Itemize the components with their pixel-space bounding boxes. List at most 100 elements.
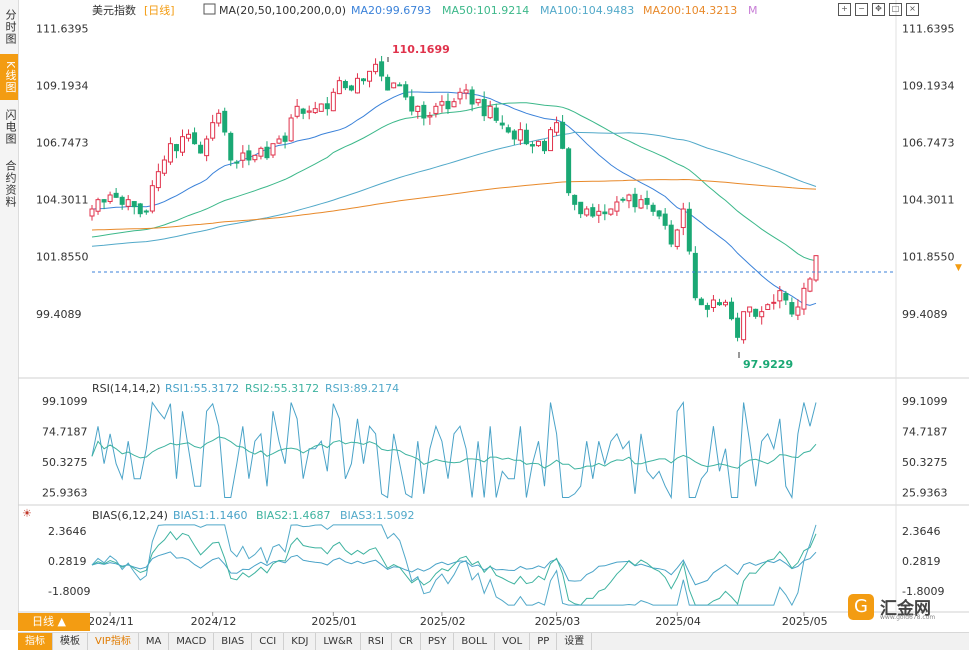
tab-settings[interactable]: 设置 [557, 633, 593, 650]
candle-body [204, 138, 210, 157]
bias1-value: BIAS1:1.1460 [173, 509, 248, 522]
candle-body [560, 121, 566, 149]
tab-psy[interactable]: PSY [421, 633, 455, 650]
candle-body [95, 199, 101, 212]
tab-templates[interactable]: 模板 [53, 633, 88, 650]
candle-body [149, 185, 155, 212]
candle-body [807, 278, 813, 292]
candle-body [729, 301, 735, 320]
candle-body [475, 98, 481, 104]
zoom-out-icon[interactable]: − [855, 3, 868, 16]
price-tick-right: 101.8550 [902, 251, 955, 264]
candle-body [548, 129, 554, 152]
candle-body [644, 197, 650, 205]
candle-body [167, 143, 173, 163]
tab-vip-indicators[interactable]: VIP指标 [88, 633, 139, 650]
bias2-value: BIAS2:1.4687 [256, 509, 331, 522]
candle-body [143, 210, 149, 213]
candle-body [747, 306, 753, 313]
rsi-tick-left: 25.9363 [42, 487, 88, 500]
candle-body [542, 140, 547, 152]
candle-body [692, 252, 698, 299]
candle-body [421, 104, 427, 119]
tab-boll[interactable]: BOLL [454, 633, 496, 650]
candle-body [523, 129, 529, 145]
candle-body [234, 161, 240, 164]
tab-cci[interactable]: CCI [252, 633, 285, 650]
price-tick-right: 104.3011 [902, 194, 955, 207]
kline-chart[interactable]: 美元指数 [日线] MA(20,50,100,200,0,0) MA20:99.… [0, 0, 969, 632]
high-annotation: 110.1699 [392, 43, 450, 56]
low-annotation: 97.9229 [743, 358, 793, 371]
rsi2-value: RSI2:55.3172 [245, 382, 319, 395]
candle-body [180, 136, 185, 153]
tab-ma[interactable]: MA [139, 633, 170, 650]
candle-body [137, 203, 143, 215]
price-tick-left: 109.1934 [36, 79, 89, 92]
candle-body [216, 112, 222, 124]
tab-cr[interactable]: CR [392, 633, 421, 650]
time-label: 2025/03 [535, 615, 581, 628]
period-button[interactable]: 日线 ▲ [18, 613, 90, 631]
bias-tick-left: 2.3646 [48, 525, 87, 538]
candle-body [614, 201, 620, 212]
candle-body [173, 144, 179, 152]
price-tick-right: 106.7473 [902, 137, 955, 150]
price-tick-left: 104.3011 [36, 194, 89, 207]
candle-body [318, 103, 324, 112]
fullscreen-icon[interactable]: □ [889, 3, 902, 16]
candle-body [801, 287, 807, 310]
tab-macd[interactable]: MACD [169, 633, 215, 650]
tab-vol[interactable]: VOL [495, 633, 531, 650]
candle-body [186, 133, 192, 139]
candle-body [620, 198, 626, 201]
bias-settings-icon[interactable]: ☀ [22, 507, 32, 520]
candle-body [294, 105, 300, 117]
tab-rsi[interactable]: RSI [361, 633, 392, 650]
ma-settings-icon[interactable] [203, 3, 216, 15]
close-icon[interactable]: × [906, 3, 919, 16]
tab-contract-info[interactable]: 合约资料 [4, 160, 17, 208]
tab-bias[interactable]: BIAS [214, 633, 253, 650]
candle-body [385, 76, 391, 91]
candle-body [391, 82, 397, 89]
price-axis: 111.6395 111.6395 109.1934 109.1934 106.7473… [36, 22, 955, 320]
candle-body [662, 213, 668, 226]
candle-body [813, 255, 819, 281]
pan-icon[interactable]: ✥ [872, 3, 885, 16]
candle-body [469, 89, 475, 105]
tab-pp[interactable]: PP [530, 633, 558, 650]
indicator-bar: 指标 模板 VIP指标 MA MACD BIAS CCI KDJ LW&R RS… [18, 632, 969, 650]
candle-body [397, 84, 403, 87]
bias-tick-right: 2.3646 [902, 525, 941, 538]
tab-timeshare[interactable]: 分时图 [4, 9, 17, 45]
candle-body [367, 70, 373, 82]
candle-body [608, 208, 614, 215]
time-label: 2025/05 [782, 615, 828, 628]
candle-body [668, 224, 674, 245]
candle-body [415, 105, 421, 112]
candle-body [710, 299, 716, 308]
tab-kline[interactable]: K线图 [0, 54, 18, 100]
candle-body [505, 127, 511, 133]
candle-body [222, 110, 228, 133]
tab-kdj[interactable]: KDJ [284, 633, 317, 650]
ma200-line [91, 178, 817, 231]
candle-body [113, 192, 119, 198]
tab-flash[interactable]: 闪电图 [4, 109, 17, 145]
sidebar: 分时图 K线图 闪电图 合约资料 [0, 0, 19, 630]
zoom-in-icon[interactable]: + [838, 3, 851, 16]
rsi2-line [91, 436, 817, 470]
candle-body [336, 80, 342, 95]
candle-body [735, 317, 741, 338]
rsi-title: RSI(14,14,2) [92, 382, 160, 395]
tab-indicators[interactable]: 指标 [18, 633, 53, 650]
candle-body [771, 301, 777, 304]
candle-body [451, 101, 457, 108]
candle-body [192, 132, 198, 145]
candle-body [783, 292, 789, 301]
tab-lwr[interactable]: LW&R [316, 633, 361, 650]
bias-title: BIAS(6,12,24) [92, 509, 168, 522]
candle-body [753, 308, 759, 317]
candle-body [252, 154, 258, 161]
